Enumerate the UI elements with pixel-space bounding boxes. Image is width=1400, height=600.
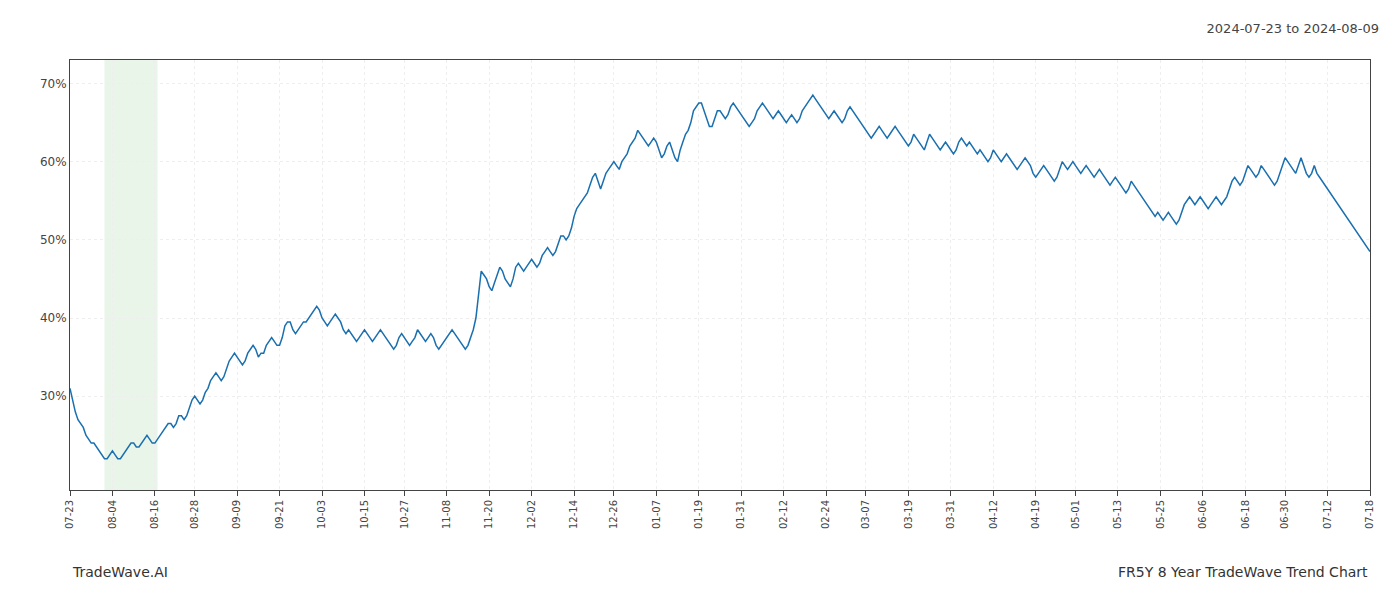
svg-text:06-30: 06-30 bbox=[1279, 500, 1290, 529]
svg-text:05-01: 05-01 bbox=[1070, 500, 1081, 529]
svg-text:01-31: 01-31 bbox=[735, 500, 746, 529]
svg-text:10-15: 10-15 bbox=[359, 500, 370, 529]
svg-text:06-06: 06-06 bbox=[1197, 500, 1208, 529]
svg-text:03-19: 03-19 bbox=[903, 500, 914, 529]
svg-text:30%: 30% bbox=[40, 389, 67, 403]
svg-text:02-12: 02-12 bbox=[778, 500, 789, 529]
svg-text:08-04: 08-04 bbox=[107, 500, 118, 529]
svg-text:12-26: 12-26 bbox=[608, 500, 619, 529]
svg-text:60%: 60% bbox=[40, 155, 67, 169]
svg-text:70%: 70% bbox=[40, 77, 67, 91]
svg-text:05-13: 05-13 bbox=[1112, 500, 1123, 529]
svg-text:12-14: 12-14 bbox=[568, 500, 579, 529]
svg-text:08-28: 08-28 bbox=[189, 500, 200, 529]
svg-text:FR5Y 8 Year TradeWave Trend Ch: FR5Y 8 Year TradeWave Trend Chart bbox=[1118, 564, 1368, 580]
svg-text:06-18: 06-18 bbox=[1240, 500, 1251, 529]
svg-text:40%: 40% bbox=[40, 311, 67, 325]
svg-text:03-31: 03-31 bbox=[945, 500, 956, 529]
svg-text:07-23: 07-23 bbox=[64, 500, 75, 529]
svg-text:04-19: 04-19 bbox=[1030, 500, 1041, 529]
svg-text:09-21: 09-21 bbox=[274, 500, 285, 529]
svg-text:2024-07-23 to 2024-08-09: 2024-07-23 to 2024-08-09 bbox=[1207, 21, 1379, 36]
svg-text:11-20: 11-20 bbox=[483, 500, 494, 529]
svg-text:01-19: 01-19 bbox=[693, 500, 704, 529]
svg-text:TradeWave.AI: TradeWave.AI bbox=[72, 564, 168, 580]
svg-text:11-08: 11-08 bbox=[441, 500, 452, 529]
svg-text:04-12: 04-12 bbox=[988, 500, 999, 529]
svg-text:01-07: 01-07 bbox=[651, 500, 662, 529]
svg-text:10-03: 10-03 bbox=[316, 500, 327, 529]
svg-text:02-24: 02-24 bbox=[820, 500, 831, 529]
svg-text:09-09: 09-09 bbox=[231, 500, 242, 529]
svg-text:07-18: 07-18 bbox=[1364, 500, 1375, 529]
svg-text:50%: 50% bbox=[40, 233, 67, 247]
svg-text:03-07: 03-07 bbox=[860, 500, 871, 529]
svg-text:12-02: 12-02 bbox=[526, 500, 537, 529]
svg-text:05-25: 05-25 bbox=[1155, 500, 1166, 529]
svg-text:10-27: 10-27 bbox=[399, 500, 410, 529]
svg-text:08-16: 08-16 bbox=[149, 500, 160, 529]
svg-text:07-12: 07-12 bbox=[1322, 500, 1333, 529]
